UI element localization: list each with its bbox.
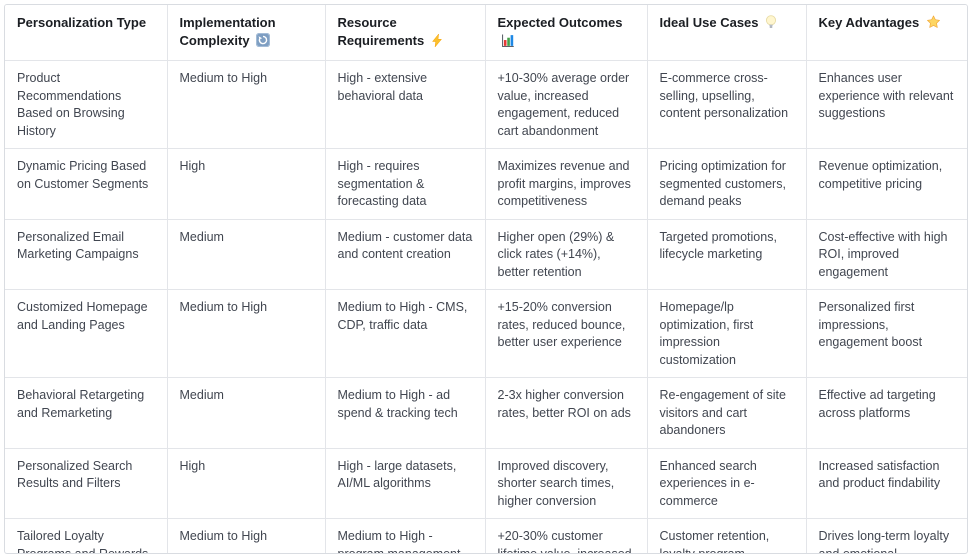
col-header-ideal-use-cases: Ideal Use Cases (647, 5, 807, 61)
table-row: Dynamic Pricing Based on Customer Segmen… (5, 148, 967, 220)
table-cell: Maximizes revenue and profit margins, im… (485, 148, 648, 220)
table-cell: Enhanced search experiences in e-commerc… (647, 448, 807, 519)
table-cell: Effective ad targeting across platforms (806, 377, 967, 449)
table-cell: +15-20% conversion rates, reduced bounce… (485, 289, 648, 378)
table-cell: Medium to High (167, 518, 326, 553)
table-row: Tailored Loyalty Programs and Rewards Me… (5, 518, 967, 553)
table-cell: Increased satisfaction and product finda… (806, 448, 967, 519)
table-cell: Cost-effective with high ROI, improved e… (806, 219, 967, 290)
col-header-implementation-complexity: Implementation Complexity (167, 5, 326, 61)
col-header-label: Expected Outcomes (497, 15, 623, 30)
table-cell: High (167, 448, 326, 519)
col-header-label: Implementation Complexity (179, 15, 276, 48)
col-header-resource-requirements: Resource Requirements (325, 5, 486, 61)
table-cell: Revenue optimization, competitive pricin… (806, 148, 967, 220)
col-header-expected-outcomes: Expected Outcomes (485, 5, 648, 61)
table-cell: Medium - customer data and content creat… (325, 219, 486, 290)
table-cell: Personalized Search Results and Filters (5, 448, 168, 519)
table-cell: Customer retention, loyalty program opti… (647, 518, 807, 553)
col-header-label: Key Advantages (818, 15, 920, 30)
table-cell: Targeted promotions, lifecycle marketing (647, 219, 807, 290)
table-row: Product Recommendations Based on Browsin… (5, 60, 967, 149)
col-header-label: Ideal Use Cases (659, 15, 759, 30)
table-header: Personalization Type Implementation Comp… (5, 5, 967, 61)
table-cell: Drives long-term loyalty and emotional c… (806, 518, 967, 553)
table-row: Customized Homepage and Landing Pages Me… (5, 289, 967, 378)
table-cell: +10-30% average order value, increased e… (485, 60, 648, 149)
table-cell: Medium (167, 377, 326, 449)
table-cell: Medium to High (167, 289, 326, 378)
table-cell: Enhances user experience with relevant s… (806, 60, 967, 149)
table-cell: High - large datasets, AI/ML algorithms (325, 448, 486, 519)
header-row: Personalization Type Implementation Comp… (5, 5, 967, 61)
star-icon (926, 15, 941, 34)
table-row: Behavioral Retargeting and Remarketing M… (5, 377, 967, 449)
table-cell: Medium to High - program management syst… (325, 518, 486, 553)
col-header-label: Resource Requirements (337, 15, 425, 48)
table-cell: Personalized Email Marketing Campaigns (5, 219, 168, 290)
bar-chart-icon (501, 34, 515, 52)
table-cell: Medium (167, 219, 326, 290)
table-cell: High (167, 148, 326, 220)
col-header-key-advantages: Key Advantages (806, 5, 967, 61)
table-cell: Higher open (29%) & click rates (+14%), … (485, 219, 648, 290)
col-header-label: Personalization Type (17, 15, 147, 30)
personalization-comparison-table: Personalization Type Implementation Comp… (4, 4, 968, 554)
table-cell: Re-engagement of site visitors and cart … (647, 377, 807, 449)
table-cell: Homepage/lp optimization, first impressi… (647, 289, 807, 378)
table-cell: Behavioral Retargeting and Remarketing (5, 377, 168, 449)
table-cell: High - requires segmentation & forecasti… (325, 148, 486, 220)
table-cell: 2-3x higher conversion rates, better ROI… (485, 377, 648, 449)
table-cell: Dynamic Pricing Based on Customer Segmen… (5, 148, 168, 220)
table-cell: Medium to High - ad spend & tracking tec… (325, 377, 486, 449)
table-row: Personalized Search Results and Filters … (5, 448, 967, 519)
table-cell: Product Recommendations Based on Browsin… (5, 60, 168, 149)
light-bulb-icon (765, 15, 777, 34)
table-row: Personalized Email Marketing Campaigns M… (5, 219, 967, 290)
table-cell: Medium to High (167, 60, 326, 149)
refresh-icon (256, 33, 271, 52)
table-cell: Medium to High - CMS, CDP, traffic data (325, 289, 486, 378)
table-cell: Improved discovery, shorter search times… (485, 448, 648, 519)
table-cell: Personalized first impressions, engageme… (806, 289, 967, 378)
table-cell: +20-30% customer lifetime value, increas… (485, 518, 648, 553)
table-cell: E-commerce cross-selling, upselling, con… (647, 60, 807, 149)
table-cell: High - extensive behavioral data (325, 60, 486, 149)
comparison-table: Personalization Type Implementation Comp… (5, 5, 967, 553)
table-cell: Customized Homepage and Landing Pages (5, 289, 168, 378)
table-cell: Tailored Loyalty Programs and Rewards (5, 518, 168, 553)
table-cell: Pricing optimization for segmented custo… (647, 148, 807, 220)
table-body: Product Recommendations Based on Browsin… (5, 60, 967, 553)
lightning-icon (431, 33, 443, 52)
col-header-personalization-type: Personalization Type (5, 5, 168, 61)
